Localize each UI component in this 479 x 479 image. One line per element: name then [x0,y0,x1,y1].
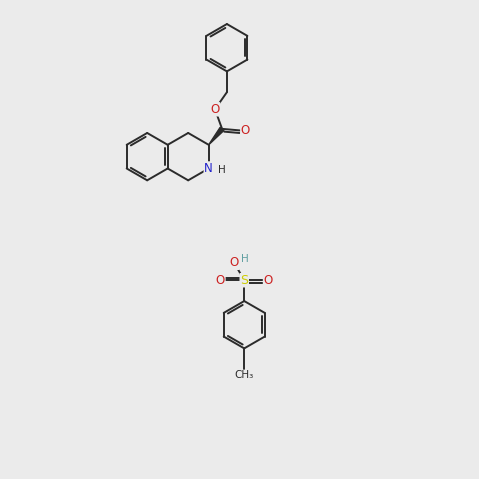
Text: O: O [229,256,239,269]
Text: O: O [241,124,250,137]
Text: O: O [263,274,273,287]
Text: H: H [241,254,249,264]
Text: CH₃: CH₃ [235,370,254,380]
Text: O: O [216,274,225,287]
Text: N: N [205,162,213,175]
Text: O: O [210,103,219,116]
Polygon shape [209,127,224,145]
Text: H: H [217,165,226,175]
Text: S: S [240,274,248,287]
